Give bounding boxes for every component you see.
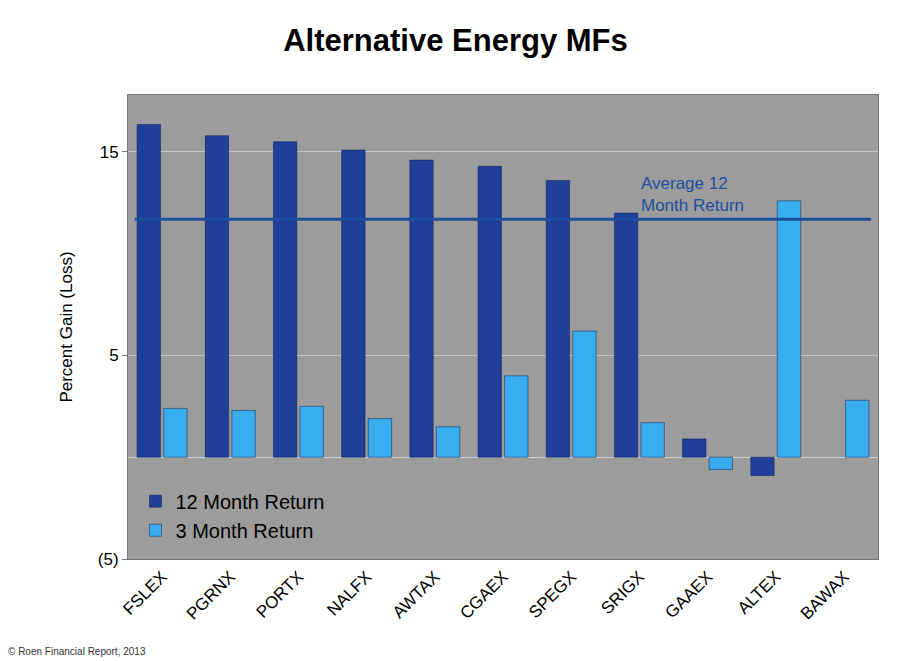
svg-text:SRIGX: SRIGX — [597, 567, 648, 618]
svg-text:15: 15 — [100, 143, 119, 162]
svg-text:AWTAX: AWTAX — [389, 567, 444, 622]
svg-text:© Roen Financial Report, 2013: © Roen Financial Report, 2013 — [8, 646, 146, 657]
svg-text:ALTEX: ALTEX — [734, 567, 785, 618]
svg-text:PGRNX: PGRNX — [183, 567, 239, 623]
svg-text:5: 5 — [109, 346, 118, 365]
svg-text:(5): (5) — [98, 550, 119, 569]
svg-text:CGAEX: CGAEX — [456, 567, 512, 623]
svg-text:NALFX: NALFX — [323, 567, 375, 619]
svg-text:Alternative Energy MFs: Alternative Energy MFs — [283, 23, 628, 58]
svg-text:Average 12Month Return: Average 12Month Return — [641, 174, 744, 215]
svg-text:Percent Gain (Loss): Percent Gain (Loss) — [57, 251, 76, 402]
svg-text:12 Month Return: 12 Month Return — [176, 491, 325, 513]
svg-text:3 Month Return: 3 Month Return — [176, 520, 314, 542]
svg-text:SPEGX: SPEGX — [525, 567, 580, 622]
svg-text:PORTX: PORTX — [253, 567, 308, 622]
svg-text:BAWAX: BAWAX — [797, 567, 853, 623]
svg-text:GAAEX: GAAEX — [662, 567, 717, 622]
svg-text:FSLEX: FSLEX — [119, 567, 171, 619]
